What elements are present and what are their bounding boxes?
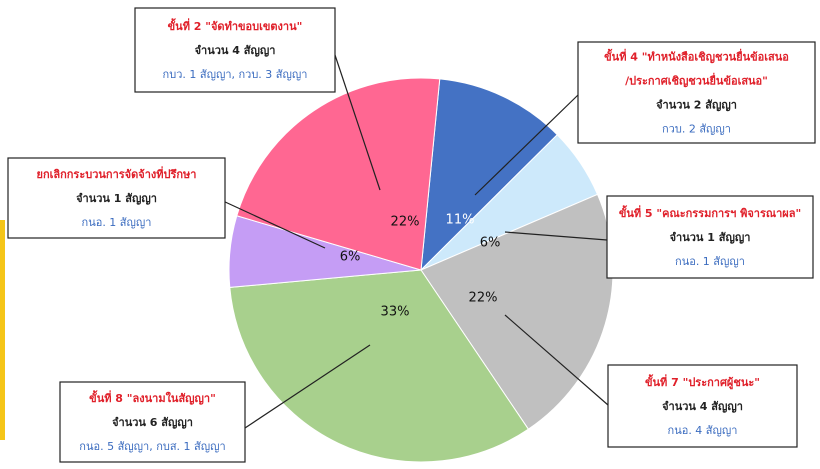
callout-title: ยกเลิกกระบวนการจัดจ้างที่ปรึกษา <box>37 166 197 181</box>
callout-title: ขั้นที่ 2 "จัดทำขอบเขตงาน" <box>168 18 303 33</box>
slice <box>229 269 530 463</box>
callout-box <box>59 381 246 463</box>
callout-title: ขั้นที่ 5 "คณะกรรมการฯ พิจารณาผล" <box>619 205 801 220</box>
callout-detail: กนอ. 1 สัญญา <box>675 255 745 268</box>
callout-detail: กนอ. 5 สัญญา, กบส. 1 สัญญา <box>79 440 225 453</box>
callout-title: /ประกาศเชิญชวนยื่นข้อเสนอ" <box>625 73 768 88</box>
slice <box>420 78 558 272</box>
callout-count: จำนวน 4 สัญญา <box>662 400 743 413</box>
slice <box>236 77 441 271</box>
callout-count: จำนวน 4 สัญญา <box>195 44 276 57</box>
data-label: 22% <box>391 215 420 230</box>
callout-count: จำนวน 6 สัญญา <box>112 416 193 429</box>
callout-count: จำนวน 2 สัญญา <box>656 99 737 112</box>
callout-detail: กบว. 1 สัญญา, กวบ. 3 สัญญา <box>163 68 308 81</box>
data-label: 22% <box>469 291 498 306</box>
leader-line <box>334 54 381 191</box>
callout-detail: กวบ. 2 สัญญา <box>662 123 731 136</box>
data-label: 6% <box>480 236 501 251</box>
callout-detail: กนอ. 1 สัญญา <box>82 216 152 229</box>
callout-title: ขั้นที่ 4 "ทำหนังสือเชิญชวนยื่นข้อเสนอ <box>604 49 789 64</box>
callout-box <box>607 364 798 448</box>
callout-title: ขั้นที่ 7 "ประกาศผู้ชนะ" <box>645 374 760 390</box>
leader-line <box>504 314 609 406</box>
edge-strip <box>0 220 5 440</box>
callout-detail: กนอ. 4 สัญญา <box>668 424 738 437</box>
callout-title: ขั้นที่ 8 "ลงนามในสัญญา" <box>89 390 216 405</box>
leader-line <box>244 344 371 429</box>
callout-box <box>577 41 816 144</box>
callout-box <box>134 7 336 93</box>
callout-box <box>7 157 226 239</box>
callout-count: จำนวน 1 สัญญา <box>670 231 751 244</box>
callouts: ขั้นที่ 4 "ทำหนังสือเชิญชวนยื่นข้อเสนอ/ป… <box>7 7 816 463</box>
data-label: 11% <box>446 213 475 228</box>
callout-count: จำนวน 1 สัญญา <box>76 192 157 205</box>
data-label: 6% <box>340 250 361 265</box>
data-label: 33% <box>381 305 410 320</box>
leader-line <box>504 231 608 241</box>
leader-line <box>474 94 579 196</box>
pie: 11% 6% 22% 33% 6% 22% <box>228 77 614 463</box>
leader-line <box>209 194 326 249</box>
callout-box <box>606 195 814 279</box>
